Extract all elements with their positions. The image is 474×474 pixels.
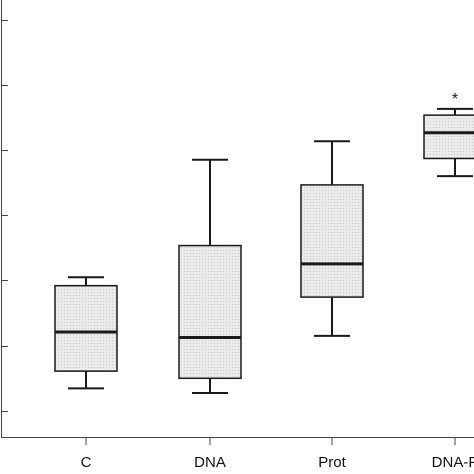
box-iqr	[423, 114, 474, 160]
x-tick-label: Prot	[318, 454, 346, 471]
box-plot-marks: C DNA Prot * DNA-P	[1, 20, 474, 471]
box-iqr	[54, 284, 118, 372]
significance-marker: *	[452, 91, 458, 108]
box-iqr	[178, 244, 242, 380]
x-tick-label: DNA-P	[432, 454, 474, 471]
box-iqr	[300, 184, 364, 298]
x-tick-label: DNA	[194, 454, 226, 471]
x-tick-label: C	[81, 454, 92, 471]
